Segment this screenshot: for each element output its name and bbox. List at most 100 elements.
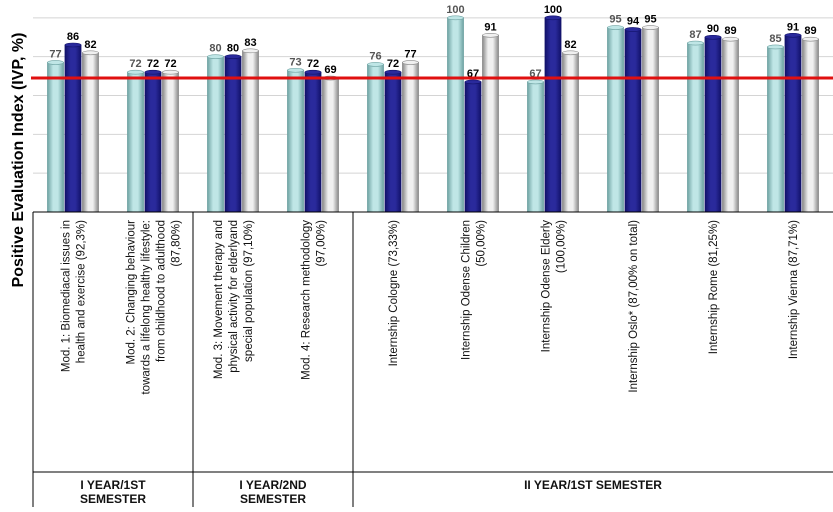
category-label: towards a lifelong healthy lifestyle: bbox=[141, 220, 153, 395]
bar bbox=[784, 34, 802, 213]
bar bbox=[367, 64, 384, 213]
bar bbox=[322, 77, 339, 213]
group-label: SEMESTER bbox=[240, 492, 306, 506]
bar-cap bbox=[402, 60, 419, 65]
category-label: Mod. 4: Research methodology bbox=[301, 220, 313, 380]
category-label: (50,00%) bbox=[476, 220, 488, 267]
bar bbox=[482, 34, 499, 213]
bar-cap bbox=[482, 33, 499, 38]
data-label: 95 bbox=[644, 14, 656, 26]
bar bbox=[544, 17, 562, 213]
data-label: 82 bbox=[84, 39, 96, 51]
bar-cap bbox=[687, 40, 704, 46]
bar bbox=[527, 81, 544, 213]
bar-cap bbox=[144, 69, 162, 75]
data-label: 80 bbox=[209, 43, 221, 55]
bar bbox=[642, 27, 659, 213]
bar bbox=[287, 69, 304, 213]
category-label: physical activity for elderlyand bbox=[228, 220, 240, 373]
group-label: SEMESTER bbox=[80, 492, 146, 506]
bar-cap bbox=[207, 54, 224, 59]
bar-cap bbox=[642, 25, 659, 30]
data-label: 72 bbox=[387, 58, 399, 70]
category-label: (100,00%) bbox=[556, 220, 568, 273]
bar bbox=[304, 71, 322, 213]
bar bbox=[447, 17, 464, 213]
data-label: 72 bbox=[147, 58, 159, 70]
group-label: I YEAR/2ND bbox=[239, 478, 306, 492]
data-label: 91 bbox=[484, 21, 496, 33]
category-label: special population (97,10%) bbox=[243, 220, 255, 362]
bar-cap bbox=[224, 54, 242, 59]
data-label: 100 bbox=[544, 4, 562, 16]
category-label: Mod. 2: Changing behaviour bbox=[126, 220, 138, 365]
category-label: from childhood to adulthood bbox=[156, 220, 168, 362]
group-label: II YEAR/1ST SEMESTER bbox=[524, 478, 662, 492]
bar bbox=[47, 62, 64, 213]
bar bbox=[127, 71, 144, 213]
category-label: Internship Cologne (73,33%) bbox=[388, 220, 400, 367]
data-label: 91 bbox=[787, 21, 799, 33]
bar bbox=[722, 38, 739, 213]
bar-cap bbox=[704, 34, 722, 40]
bar-cap bbox=[384, 69, 402, 75]
bar-cap bbox=[722, 36, 739, 42]
bar-cap bbox=[82, 50, 99, 56]
bar-cap bbox=[64, 42, 82, 48]
category-label: Internship Odense Elderly bbox=[541, 220, 553, 353]
bar bbox=[162, 71, 179, 213]
category-label: Internship Vienna (87,71%) bbox=[788, 220, 800, 359]
bar bbox=[802, 38, 819, 213]
bar bbox=[224, 56, 242, 213]
data-label: 72 bbox=[307, 58, 319, 70]
bar bbox=[624, 29, 642, 213]
bar-cap bbox=[784, 33, 802, 38]
bar bbox=[384, 71, 402, 213]
bar-cap bbox=[367, 62, 384, 67]
data-label: 73 bbox=[289, 56, 301, 68]
bar bbox=[242, 50, 259, 213]
bar bbox=[207, 56, 224, 213]
data-label: 76 bbox=[369, 50, 381, 62]
bar bbox=[687, 42, 704, 213]
bar-cap bbox=[464, 79, 482, 85]
group-label: I YEAR/1ST bbox=[80, 478, 146, 492]
category-label: health and exercise (92,3%) bbox=[76, 220, 88, 363]
data-label: 89 bbox=[724, 25, 736, 37]
bar bbox=[402, 62, 419, 213]
y-axis-label: Positive Evaluation Index (IVP, %) bbox=[10, 33, 27, 288]
bar-cap bbox=[562, 50, 579, 56]
bar-cap bbox=[447, 15, 464, 21]
category-label: Mod. 1: Biomediacal issues in bbox=[61, 220, 73, 372]
bar-cap bbox=[802, 36, 819, 42]
data-label: 83 bbox=[244, 37, 256, 49]
data-label: 80 bbox=[227, 43, 239, 55]
bar-cap bbox=[544, 15, 562, 21]
bar-cap bbox=[47, 60, 64, 65]
data-label: 100 bbox=[446, 4, 464, 16]
category-label: Internship Odense Children bbox=[461, 220, 473, 360]
bar bbox=[607, 27, 624, 213]
bar-cap bbox=[767, 44, 784, 50]
bar bbox=[64, 44, 82, 213]
data-label: 95 bbox=[609, 14, 621, 26]
data-label: 85 bbox=[769, 33, 781, 45]
data-label: 72 bbox=[164, 58, 176, 70]
data-label: 82 bbox=[564, 39, 576, 51]
data-label: 72 bbox=[129, 58, 141, 70]
bar-cap bbox=[127, 69, 144, 75]
data-label: 69 bbox=[324, 64, 336, 76]
data-label: 94 bbox=[627, 15, 640, 27]
bar-cap bbox=[527, 79, 544, 85]
bar-cap bbox=[304, 69, 322, 75]
category-label: Internship Rome (81,25%) bbox=[708, 220, 720, 354]
bar-cap bbox=[624, 27, 642, 32]
bar bbox=[464, 81, 482, 213]
bar-cap bbox=[607, 25, 624, 30]
bar-cap bbox=[242, 48, 259, 54]
data-label: 87 bbox=[689, 29, 701, 41]
bar-cap bbox=[287, 67, 304, 73]
category-label: (87,80%) bbox=[171, 220, 183, 267]
